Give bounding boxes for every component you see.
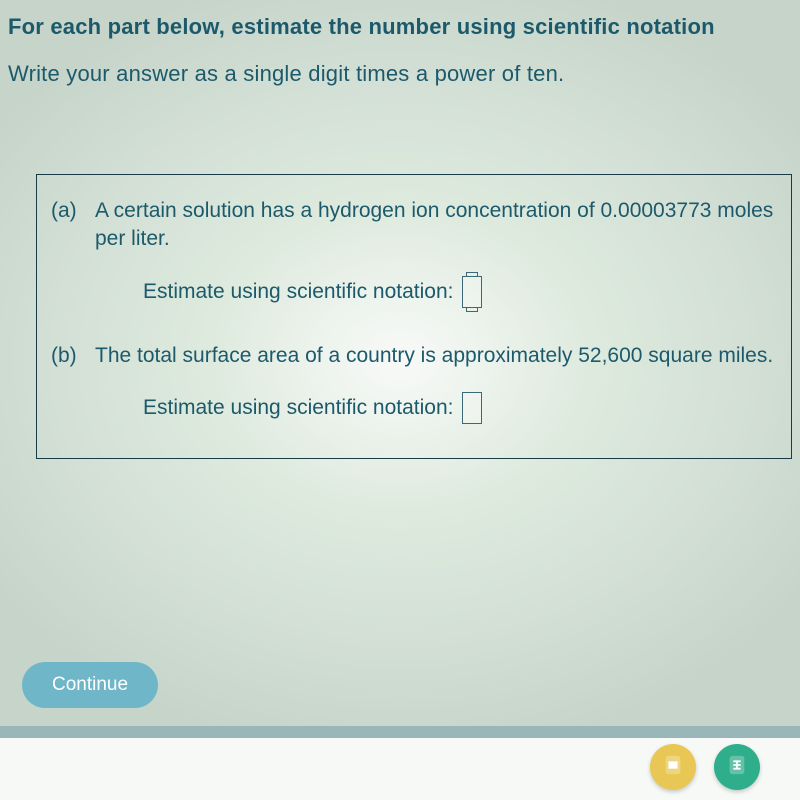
part-b-label: (b) — [51, 342, 95, 370]
part-b-prompt-row: Estimate using scientific notation: — [51, 392, 777, 424]
question-box: (a) A certain solution has a hydrogen io… — [36, 174, 792, 459]
divider-strip — [0, 726, 800, 738]
part-a: (a) A certain solution has a hydrogen io… — [51, 197, 777, 254]
instruction-line-1: For each part below, estimate the number… — [8, 10, 800, 43]
sheets-fab[interactable] — [714, 744, 760, 790]
part-a-text: A certain solution has a hydrogen ion co… — [95, 197, 777, 254]
part-b-prompt: Estimate using scientific notation: — [143, 396, 454, 420]
slides-icon — [662, 754, 684, 781]
spacer — [8, 104, 800, 174]
part-b-text: The total surface area of a country is a… — [95, 342, 777, 370]
part-a-answer-input[interactable] — [462, 276, 482, 308]
page-root: For each part below, estimate the number… — [0, 0, 800, 800]
continue-button[interactable]: Continue — [22, 662, 158, 708]
slides-fab[interactable] — [650, 744, 696, 790]
instruction-line-2: Write your answer as a single digit time… — [8, 57, 800, 90]
part-a-prompt: Estimate using scientific notation: — [143, 280, 454, 304]
part-b-answer-input[interactable] — [462, 392, 482, 424]
part-a-prompt-row: Estimate using scientific notation: — [51, 276, 777, 308]
part-b: (b) The total surface area of a country … — [51, 342, 777, 370]
sheets-icon — [726, 754, 748, 781]
part-a-label: (a) — [51, 197, 95, 225]
